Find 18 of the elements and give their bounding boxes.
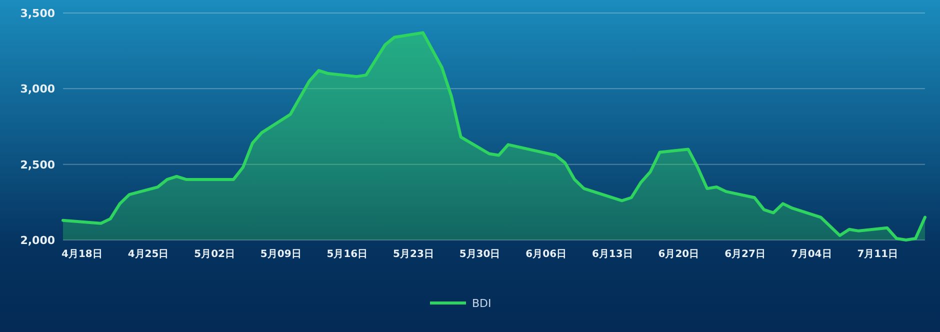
x-tick-label: 5月16日 <box>326 249 368 260</box>
x-tick-label: 7月11日 <box>857 249 898 260</box>
x-tick-label: 4月18日 <box>62 249 102 260</box>
x-tick-label: 5月30日 <box>459 249 500 260</box>
x-tick-label: 6月20日 <box>658 249 700 260</box>
x-tick-label: 5月09日 <box>260 249 302 260</box>
y-tick-label: 2,000 <box>20 234 56 247</box>
y-tick-label: 3,500 <box>20 7 56 20</box>
x-tick-label: 7月04日 <box>790 249 832 260</box>
legend-label: BDI <box>472 297 492 310</box>
x-tick-label: 6月27日 <box>724 249 766 260</box>
y-tick-label: 3,000 <box>20 82 56 96</box>
y-tick-label: 2,500 <box>20 158 56 172</box>
x-tick-label: 6月13日 <box>592 249 633 260</box>
x-tick-label: 6月06日 <box>526 249 567 260</box>
x-tick-label: 5月23日 <box>393 249 434 260</box>
x-tick-label: 4月25日 <box>128 249 169 260</box>
x-tick-label: 5月02日 <box>194 249 235 260</box>
